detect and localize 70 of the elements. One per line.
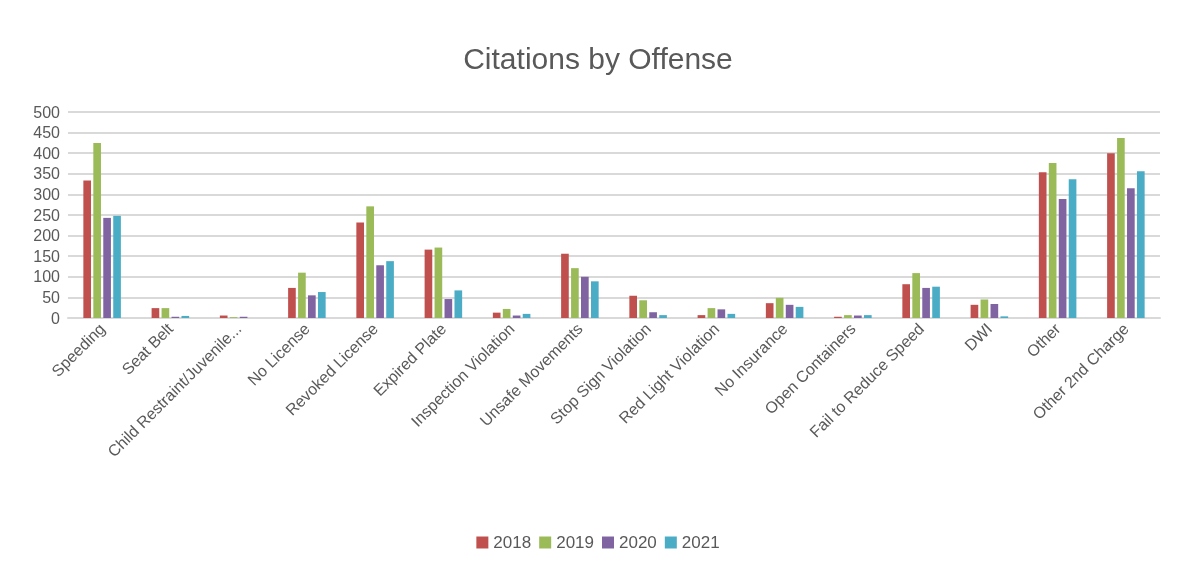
legend-label: 2021	[681, 533, 720, 552]
bar	[697, 315, 706, 318]
bar	[161, 308, 170, 318]
bar	[1048, 163, 1057, 318]
bar	[93, 142, 101, 318]
bar	[785, 304, 794, 318]
bar	[561, 253, 569, 318]
bar	[151, 308, 160, 318]
y-tick-label: 350	[33, 165, 61, 183]
legend-label: 2018	[493, 533, 532, 552]
bar	[1117, 137, 1125, 318]
bar	[912, 273, 920, 318]
bar	[590, 281, 599, 318]
bar	[502, 308, 511, 318]
bar	[308, 295, 316, 318]
y-tick-label: 250	[33, 206, 61, 224]
legend-label: 2019	[556, 533, 595, 552]
bar	[1127, 188, 1135, 318]
bar	[970, 304, 979, 318]
bar	[1136, 171, 1145, 318]
bar	[659, 315, 667, 318]
bar	[727, 313, 736, 318]
y-tick-label: 450	[33, 124, 61, 142]
bar	[356, 222, 365, 318]
y-tick-label: 300	[33, 185, 61, 203]
bar	[83, 180, 92, 318]
bar	[366, 206, 374, 318]
bar	[932, 286, 940, 318]
chart-title: Citations by Offense	[463, 41, 733, 75]
bar	[649, 312, 657, 318]
bar	[717, 309, 726, 318]
bar	[386, 261, 394, 318]
bar	[922, 287, 930, 318]
bar	[492, 312, 501, 318]
bar	[571, 268, 579, 318]
bar	[288, 287, 296, 318]
y-tick-label: 50	[42, 288, 61, 306]
bar	[1068, 179, 1077, 318]
bar	[844, 315, 852, 318]
bar	[1107, 153, 1115, 318]
bar	[902, 284, 911, 318]
y-tick-label: 100	[33, 268, 61, 286]
bar	[444, 299, 453, 318]
y-tick-label: 150	[33, 247, 61, 265]
bar	[775, 297, 784, 318]
bar	[113, 215, 121, 318]
bar	[581, 276, 589, 318]
y-tick-label: 200	[33, 227, 61, 245]
bar	[424, 249, 433, 318]
bar	[103, 217, 111, 318]
y-tick-label: 0	[51, 309, 61, 327]
y-tick-label: 500	[33, 103, 61, 121]
bar	[181, 315, 190, 318]
bar	[1058, 198, 1067, 318]
bar	[629, 295, 638, 318]
bar	[317, 292, 326, 318]
bar	[454, 290, 463, 318]
legend-label: 2020	[619, 533, 657, 552]
bar	[1038, 172, 1047, 318]
y-tick-label: 400	[33, 144, 61, 162]
bar	[298, 272, 306, 318]
bar	[376, 265, 384, 318]
bar	[707, 308, 716, 318]
bar	[980, 299, 989, 318]
bar	[795, 306, 804, 318]
bar	[639, 300, 647, 318]
bar	[434, 247, 443, 318]
bar	[990, 303, 999, 318]
bar	[863, 315, 872, 318]
bar	[765, 303, 774, 318]
